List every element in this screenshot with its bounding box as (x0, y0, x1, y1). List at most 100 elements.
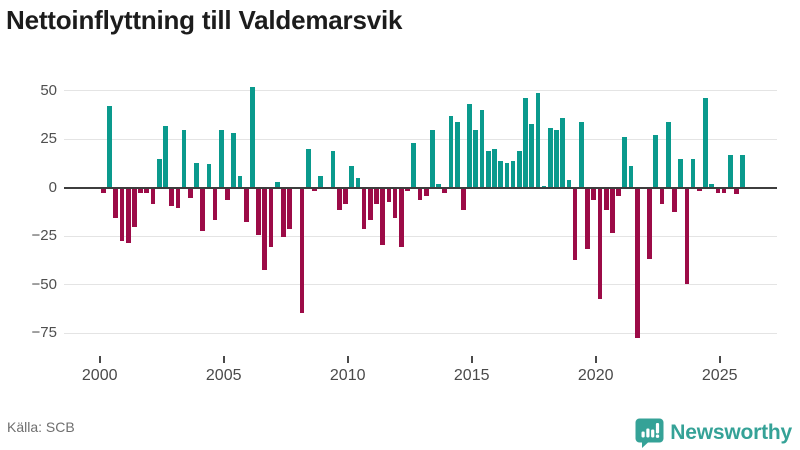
bar-2013-Q3 (436, 183, 441, 188)
bar-2014-Q3 (461, 188, 466, 210)
bar-2009-Q3 (336, 188, 342, 210)
bar-2007-Q1 (274, 181, 280, 188)
bar-2005-Q4 (243, 188, 249, 222)
bar-2000-Q3 (113, 188, 119, 218)
bar-2001-Q4 (144, 188, 150, 193)
y-axis-label: −25 (31, 227, 57, 245)
bar-2018-Q1 (547, 127, 553, 188)
bar-2003-Q2 (181, 129, 187, 188)
bar-2009-Q2 (330, 150, 336, 188)
bar-2014-Q2 (454, 121, 460, 188)
bar-2010-Q1 (349, 166, 355, 188)
bar-2020-Q3 (610, 188, 615, 234)
bar-2023-Q2 (678, 158, 684, 188)
y-gridline (64, 332, 777, 334)
bar-2020-Q2 (603, 188, 609, 210)
bar-2002-Q4 (169, 188, 175, 207)
bar-2022-Q3 (659, 188, 665, 205)
bar-2008-Q2 (305, 148, 311, 188)
bar-2015-Q3 (485, 150, 491, 188)
bar-2005-Q3 (237, 176, 243, 188)
bar-2001-Q2 (132, 188, 137, 228)
bar-2018-Q2 (554, 129, 559, 188)
bar-2012-Q3 (411, 143, 417, 188)
y-axis-label: 0 (48, 178, 57, 196)
bar-2018-Q3 (560, 117, 566, 188)
bar-2009-Q4 (343, 188, 348, 205)
bar-2015-Q2 (479, 110, 485, 188)
bar-2025-Q2 (727, 154, 733, 188)
bar-2022-Q4 (665, 121, 671, 188)
x-axis-label: 2000 (81, 367, 118, 384)
bar-2012-Q4 (417, 188, 423, 201)
y-gridline (64, 284, 777, 286)
bar-2021-Q2 (628, 166, 634, 188)
x-tick (98, 356, 101, 363)
bar-2010-Q4 (367, 188, 373, 220)
bar-2021-Q1 (622, 137, 628, 188)
bar-2013-Q2 (430, 129, 435, 188)
bar-2025-Q4 (740, 154, 746, 188)
bar-2019-Q3 (585, 188, 590, 249)
bar-2008-Q3 (312, 188, 317, 191)
x-axis-label: 2020 (577, 367, 614, 384)
bar-2019-Q4 (591, 188, 597, 201)
bar-2005-Q2 (231, 133, 237, 188)
bar-2007-Q2 (281, 188, 286, 238)
bar-2008-Q1 (299, 188, 305, 313)
bar-2001-Q1 (125, 188, 131, 243)
bar-2024-Q2 (703, 98, 708, 188)
bar-2017-Q1 (523, 98, 528, 188)
newsworthy-logo-text: Newsworthy (670, 421, 792, 444)
bar-2002-Q1 (150, 188, 156, 205)
bar-2017-Q2 (529, 123, 535, 188)
bar-chart-badge-icon (635, 418, 664, 448)
bar-2016-Q1 (498, 160, 503, 188)
bar-2011-Q1 (374, 188, 379, 205)
bar-2023-Q3 (684, 188, 690, 284)
y-axis-label: −50 (31, 275, 57, 293)
y-gridline (64, 90, 777, 92)
bar-2015-Q4 (492, 148, 497, 188)
bar-2020-Q1 (597, 188, 603, 300)
zero-axis-line (64, 186, 777, 189)
bar-2002-Q3 (163, 125, 168, 188)
x-tick (222, 356, 225, 363)
x-axis-label: 2010 (329, 367, 366, 384)
bar-2003-Q4 (194, 162, 199, 188)
y-axis-label: 50 (40, 81, 57, 99)
bar-2004-Q3 (212, 188, 218, 220)
bar-2013-Q4 (442, 188, 448, 193)
y-axis-label: −75 (31, 324, 57, 342)
bar-2024-Q3 (709, 183, 715, 188)
bar-2021-Q3 (634, 188, 640, 339)
source-label: Källa: SCB (7, 419, 75, 435)
bar-2022-Q2 (653, 135, 659, 188)
bar-2023-Q4 (690, 158, 696, 188)
x-axis-label: 2015 (453, 367, 490, 384)
newsworthy-logo: Newsworthy (635, 417, 792, 449)
bar-2017-Q3 (535, 92, 541, 188)
bar-2010-Q3 (361, 188, 367, 230)
bar-2003-Q1 (175, 188, 181, 209)
bar-2000-Q2 (107, 106, 112, 188)
bar-2004-Q2 (206, 164, 212, 188)
y-gridline (64, 138, 777, 140)
bar-2006-Q2 (256, 188, 261, 236)
bar-2019-Q1 (572, 188, 578, 261)
bar-2008-Q4 (318, 176, 323, 188)
bar-2020-Q4 (616, 188, 621, 197)
bar-2025-Q3 (734, 188, 739, 195)
y-gridline (64, 235, 777, 237)
chart-title: Nettoinflyttning till Valdemarsvik (6, 5, 403, 35)
bar-2023-Q1 (672, 188, 677, 212)
x-axis-label: 2025 (701, 367, 738, 384)
bar-2014-Q1 (448, 115, 454, 188)
bar-2010-Q2 (355, 178, 361, 188)
bar-2018-Q4 (566, 179, 572, 188)
bar-2006-Q1 (250, 86, 255, 188)
bar-2012-Q1 (398, 188, 404, 247)
bar-2011-Q4 (392, 188, 398, 218)
bar-2012-Q2 (405, 188, 410, 191)
